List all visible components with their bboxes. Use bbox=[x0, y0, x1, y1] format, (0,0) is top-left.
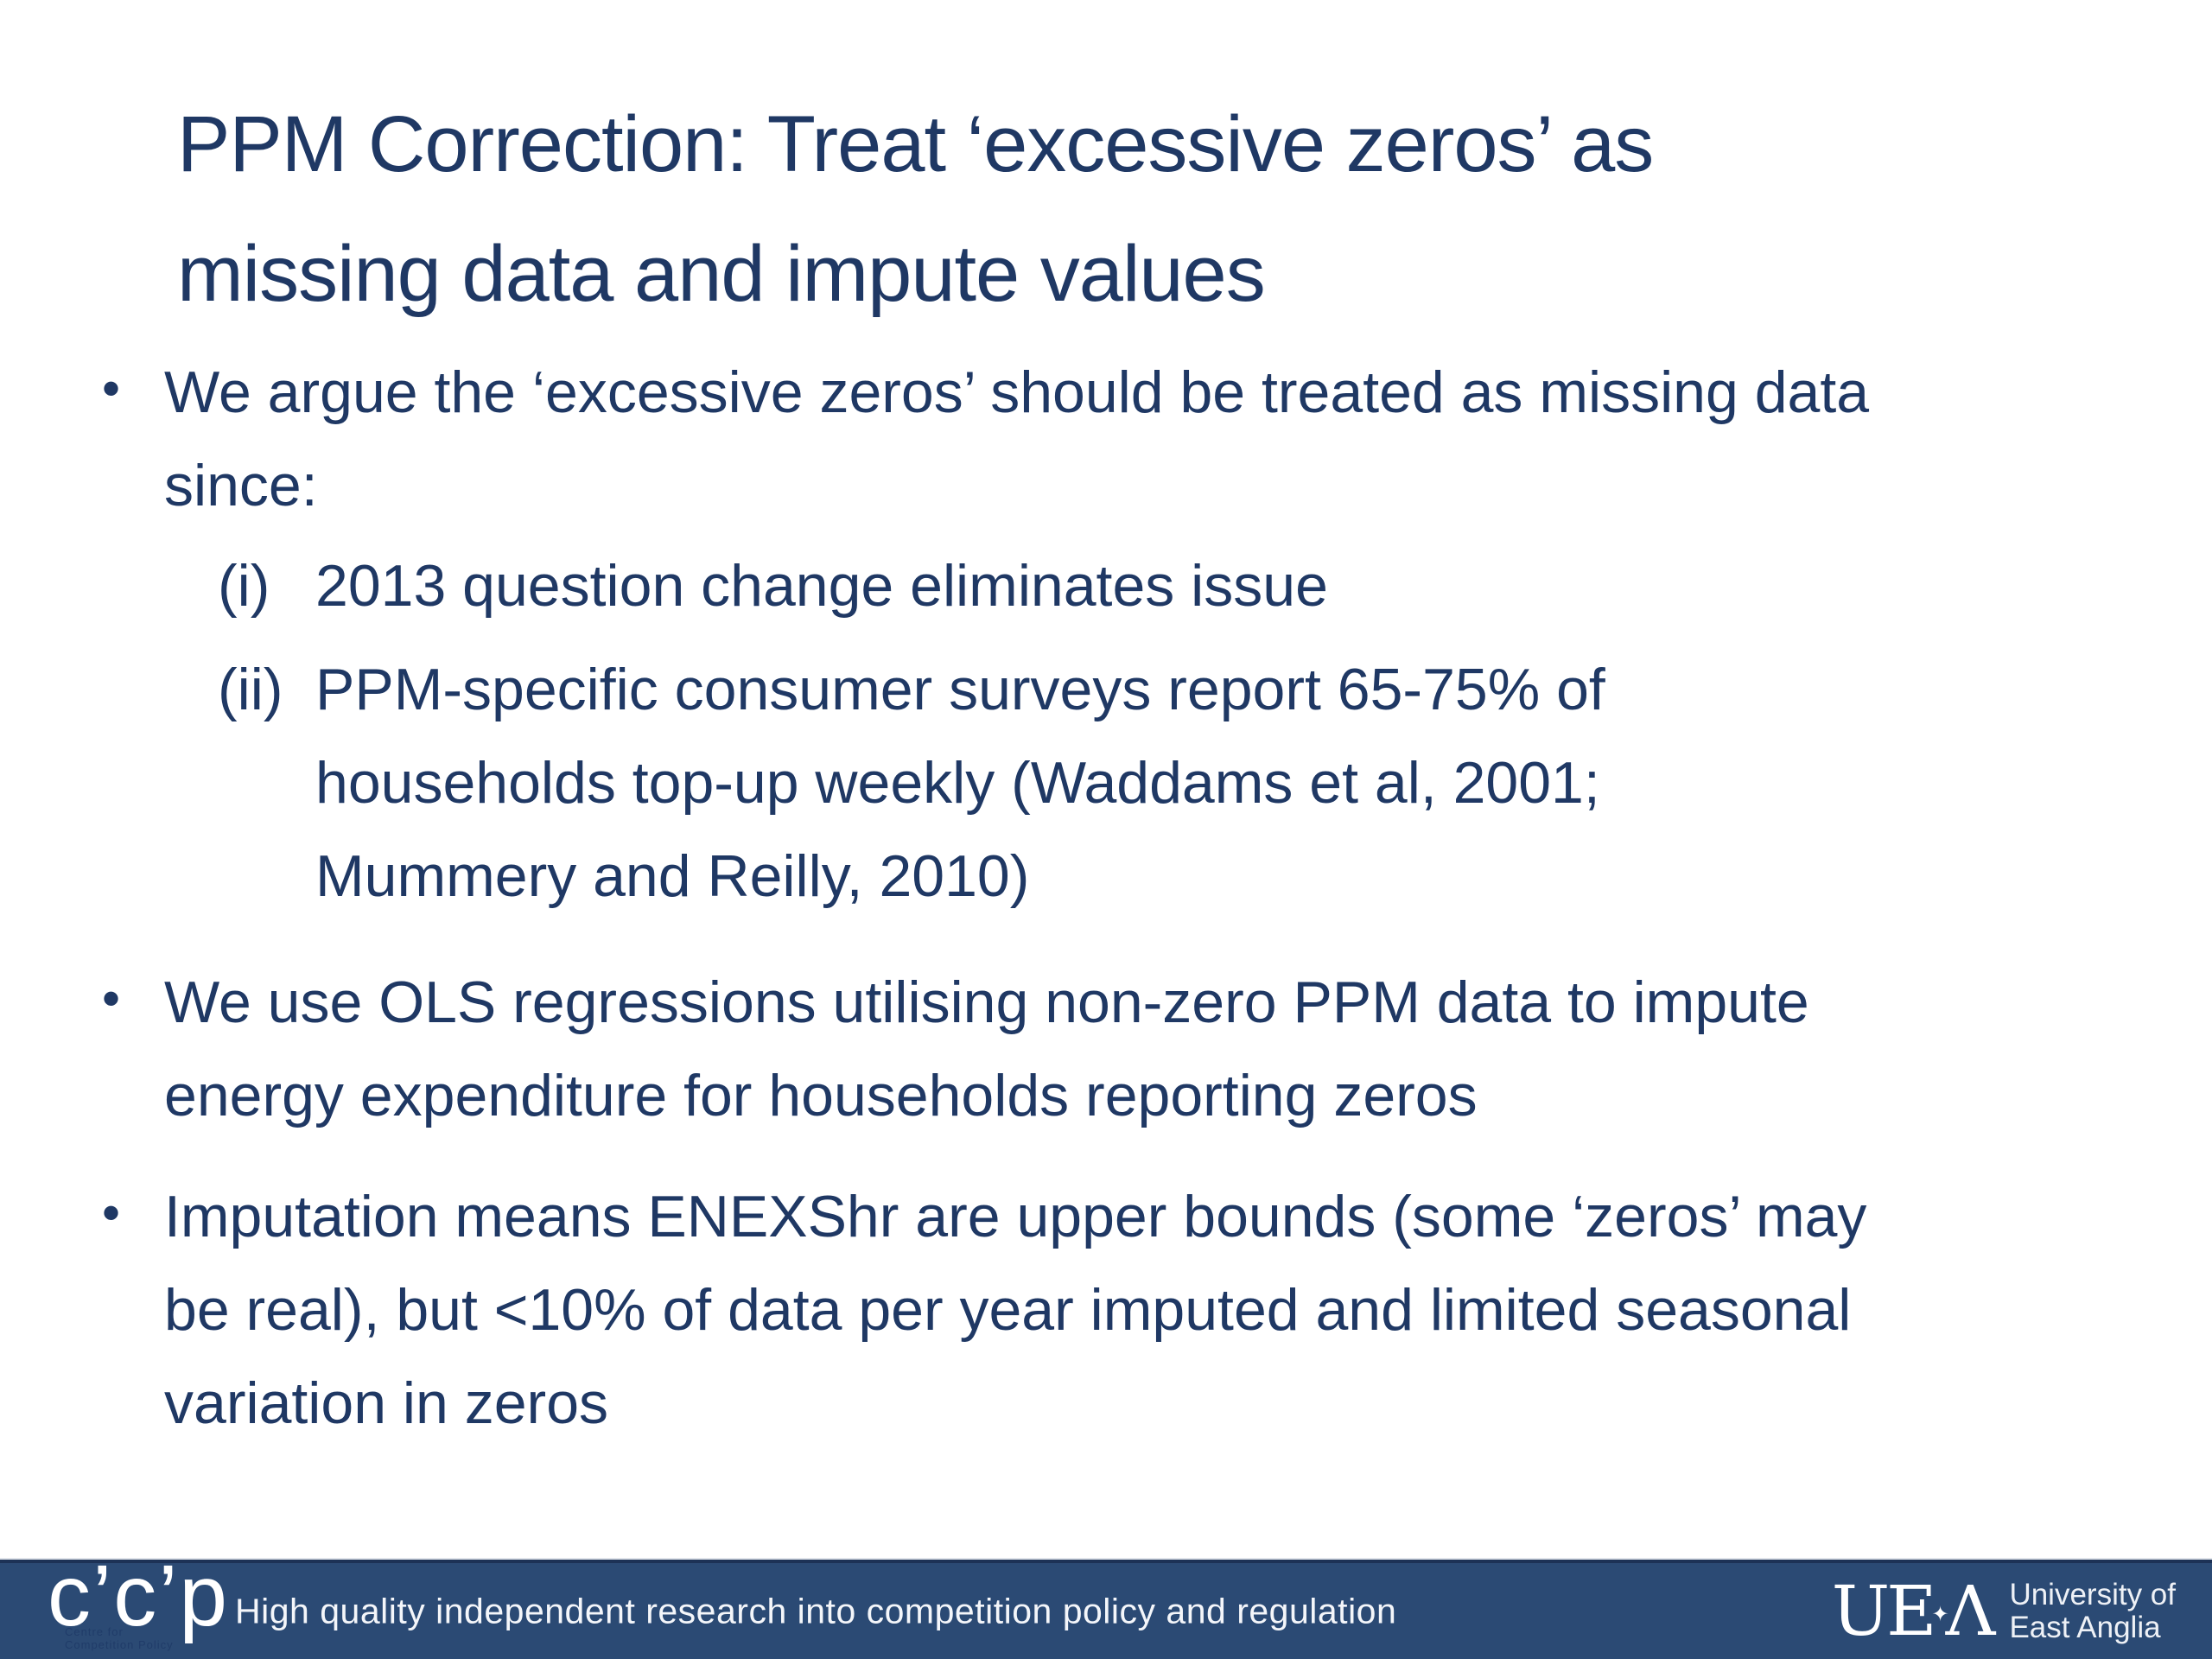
bullet-item-2: • We use OLS regressions utilising non-z… bbox=[0, 956, 1869, 1142]
bullet-marker: • bbox=[102, 1184, 121, 1242]
uea-logo: UE ✦ Λ University of East Anglia bbox=[1832, 1573, 2176, 1650]
uea-diamond-icon: ✦ bbox=[1931, 1601, 1949, 1626]
ccp-logo-subtext: Centre for Competition Policy bbox=[65, 1625, 229, 1651]
title-line-2: missing data and impute values bbox=[177, 230, 1266, 318]
sub-item-i: (i) 2013 question change eliminates issu… bbox=[0, 539, 1869, 632]
uea-name: University of East Anglia bbox=[2009, 1577, 2176, 1644]
ccp-logo-text: c’c’p bbox=[48, 1548, 230, 1644]
bullet-text-line: since: bbox=[164, 453, 318, 518]
ccp-logo: c’c’p Centre for Competition Policy bbox=[48, 1548, 230, 1651]
sub-item-text-line: Mummery and Reilly, 2010) bbox=[315, 843, 1030, 909]
slide-body: • We argue the ‘excessive zeros’ should … bbox=[0, 346, 1869, 1450]
sub-item-text-line: 2013 question change eliminates issue bbox=[315, 553, 1328, 619]
slide-title: PPM Correction: Treat ‘excessive zeros’ … bbox=[177, 79, 1654, 339]
ccp-subtext-line: Competition Policy bbox=[65, 1638, 174, 1651]
footer-bar: c’c’p Centre for Competition Policy High… bbox=[0, 1553, 2212, 1659]
uea-name-line: East Anglia bbox=[2009, 1610, 2161, 1644]
uea-mark-letters: UE bbox=[1831, 1570, 1937, 1651]
sub-item-marker: (ii) bbox=[218, 657, 283, 722]
bullet-text-line: We use OLS regressions utilising non-zer… bbox=[164, 969, 1809, 1035]
title-line-1: PPM Correction: Treat ‘excessive zeros’ … bbox=[177, 100, 1654, 188]
bullet-item-3: • Imputation means ENEXShr are upper bou… bbox=[0, 1170, 1869, 1450]
uea-mark-letters: Λ bbox=[1945, 1570, 1996, 1651]
sub-item-text-line: PPM-specific consumer surveys report 65-… bbox=[315, 657, 1605, 722]
sub-item-text-line: households top-up weekly (Waddams et al,… bbox=[315, 750, 1600, 816]
bullet-text-line: be real), but <10% of data per year impu… bbox=[164, 1277, 1852, 1343]
footer-tagline: High quality independent research into c… bbox=[235, 1591, 1397, 1630]
bullet-text-line: variation in zeros bbox=[164, 1370, 609, 1436]
sub-item-ii: (ii) PPM-specific consumer surveys repor… bbox=[0, 643, 1869, 923]
bullet-text-line: We argue the ‘excessive zeros’ should be… bbox=[164, 359, 1870, 425]
bullet-item-1: • We argue the ‘excessive zeros’ should … bbox=[0, 346, 1869, 532]
bullet-marker: • bbox=[102, 969, 121, 1027]
uea-name-line: University of bbox=[2009, 1577, 2176, 1611]
bullet-text-line: Imputation means ENEXShr are upper bound… bbox=[164, 1184, 1867, 1249]
bullet-text-line: energy expenditure for households report… bbox=[164, 1063, 1478, 1128]
sub-item-marker: (i) bbox=[218, 553, 270, 619]
ccp-subtext-line: Centre for bbox=[65, 1625, 124, 1638]
bullet-marker: • bbox=[102, 359, 121, 417]
uea-mark: UE ✦ Λ bbox=[1831, 1570, 1996, 1651]
